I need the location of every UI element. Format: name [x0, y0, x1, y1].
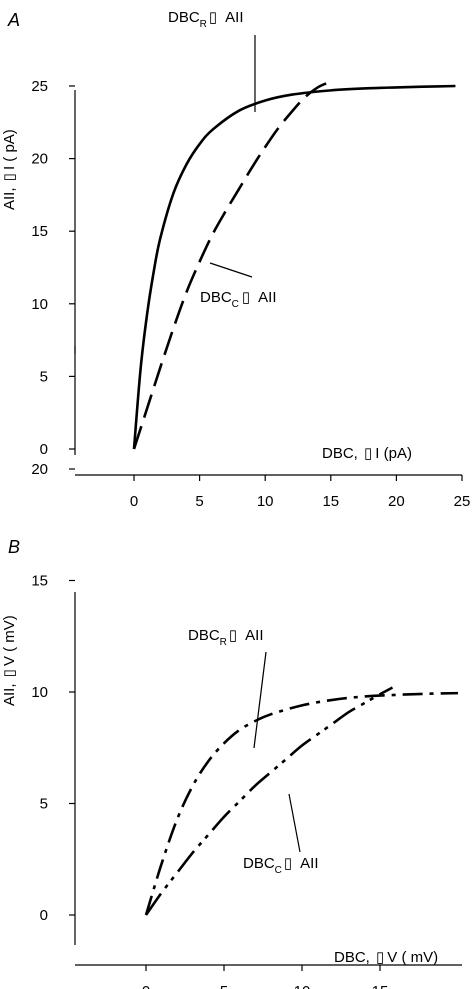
leader-line-dbcc-a: [209, 262, 253, 278]
x-tick-label: 15: [322, 493, 339, 510]
x-tick-label: 10: [257, 493, 274, 510]
x-tick-label: 5: [195, 493, 203, 510]
panel-a: A AII, ▯I ( pA) 0 5 10 15 20 25 0 5 10 15 20 25 DBC…: [1, 9, 470, 510]
annotation-dbcc-a: DBCC ▯ AII: [200, 289, 277, 310]
x-tick-label: 0: [130, 493, 138, 510]
curve-dbcr-aii-a: [132, 84, 456, 450]
y-tick-label: 15: [31, 573, 48, 590]
ticks-a: 0 5 10 15 20 25 0 5 10 15 20 25: [31, 78, 470, 510]
x-tick-label: 15: [372, 983, 389, 989]
panel-b: B AII, ▯V ( mV) 05101520051015 DBCR▯AII …: [1, 461, 462, 989]
panel-label-b: B: [8, 537, 20, 557]
x-tick-label: 5: [220, 983, 228, 989]
y-tick-label: 5: [40, 796, 48, 813]
x-axis-label-b: DBC, ▯ V ( mV): [334, 949, 438, 966]
y-tick-label: 25: [31, 78, 48, 95]
annotation-dbcr-b: DBCR ▯ AII: [188, 627, 264, 648]
y-axis-label-b: AII, ▯V ( mV): [1, 615, 18, 706]
x-tick-label: 10: [294, 983, 311, 989]
x-tick-label: 20: [388, 493, 405, 510]
y-tick-label: 5: [40, 368, 48, 385]
panel-label-a: A: [7, 10, 20, 30]
x-tick-label: 25: [454, 493, 471, 510]
y-tick-label: 15: [31, 223, 48, 240]
y-axis-label-a: AII, ▯I ( pA): [1, 129, 18, 210]
curve-dbcc-aii-a: [132, 80, 332, 450]
y-tick-label: 20: [31, 461, 48, 478]
curve-dbcc-aii-b: [144, 686, 394, 916]
annotation-dbcc-b: DBCC ▯ AII: [243, 855, 319, 876]
y-tick-label: 0: [40, 441, 48, 458]
annotation-dbcr-a: DBCR ▯ AII: [168, 9, 244, 30]
ticks-b: 0 5 10 15 20 0 5 10 15: [31, 461, 388, 989]
y-tick-label: 0: [40, 907, 48, 924]
y-tick-label: 20: [31, 151, 48, 168]
y-tick-label: 10: [31, 296, 48, 313]
leader-line-dbcr-b: [253, 651, 267, 749]
y-tick-label: 10: [31, 684, 48, 701]
curve-dbcr-aii-b: [144, 691, 459, 916]
x-tick-label: 0: [142, 983, 150, 989]
x-axis-label-a: DBC, ▯ I (pA): [322, 445, 412, 462]
leader-line-dbcc-b: [288, 793, 301, 853]
